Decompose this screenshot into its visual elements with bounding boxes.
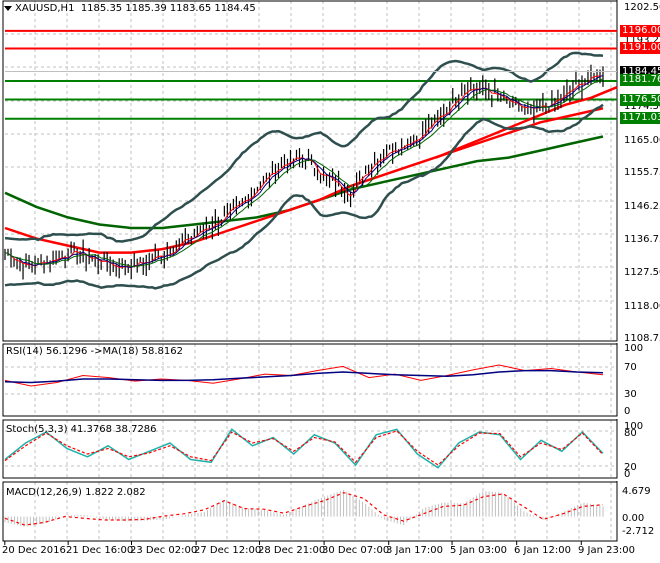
price-tick: 1118.00 bbox=[624, 301, 660, 312]
bollinger-upper bbox=[4, 51, 604, 243]
rsi-tick: 100 bbox=[624, 343, 644, 354]
time-label: 5 Jan 03:00 bbox=[450, 545, 507, 556]
rsi-line bbox=[4, 364, 604, 387]
rsi-tick: 0 bbox=[624, 406, 631, 417]
triangle-down-icon[interactable] bbox=[4, 5, 12, 11]
support-tag-1176: 1176.50 bbox=[620, 94, 660, 106]
stoch-main-line bbox=[4, 428, 604, 469]
resistance-tag-1196: 1196.00 bbox=[620, 25, 660, 37]
ma-slow-line bbox=[4, 135, 604, 230]
stoch-label: Stoch(5,3,3) 41.3768 38.7286 bbox=[6, 424, 157, 435]
ema-mid bbox=[4, 75, 604, 269]
time-label: 21 Dec 16:00 bbox=[66, 545, 134, 556]
price-tick: 1155.75 bbox=[624, 167, 660, 178]
resistance-tag-1191: 1191.00 bbox=[620, 42, 660, 54]
price-tick: 1165.00 bbox=[624, 135, 660, 146]
macd-tick: 4.679 bbox=[622, 486, 651, 497]
macd-label: MACD(12,26,9) 1.822 2.082 bbox=[6, 487, 146, 498]
stoch-tick: 20 bbox=[624, 462, 637, 473]
ohlc-values: 1185.35 1185.39 1183.65 1184.45 bbox=[80, 3, 256, 14]
support-tag-1171: 1171.03 bbox=[620, 112, 660, 124]
rsi-tick: 70 bbox=[624, 362, 637, 373]
time-label: 6 Jan 12:00 bbox=[514, 545, 571, 556]
price-tick: 1136.75 bbox=[624, 234, 660, 245]
price-tick: 1193.25 bbox=[624, 35, 660, 46]
macd-tick: 0.00 bbox=[622, 513, 645, 524]
ma-upper-line bbox=[435, 86, 618, 159]
support-tag-1181: 1181.76 bbox=[620, 74, 660, 86]
price-panel-border bbox=[2, 0, 618, 342]
stoch-tick: 100 bbox=[624, 421, 644, 432]
price-tick: 1174.50 bbox=[624, 101, 660, 112]
rsi-tick: 30 bbox=[624, 389, 637, 400]
macd-signal-line bbox=[4, 492, 604, 526]
time-label: 28 Dec 21:00 bbox=[258, 545, 326, 556]
bollinger-lower bbox=[4, 103, 604, 290]
time-label: 9 Jan 23:00 bbox=[578, 545, 635, 556]
time-label: 30 Dec 07:00 bbox=[322, 545, 390, 556]
time-label: 20 Dec 2016 bbox=[2, 545, 66, 556]
stoch-tick: 80 bbox=[624, 428, 637, 439]
time-label: 23 Dec 02:00 bbox=[130, 545, 198, 556]
chart-header: XAUUSD,H1 1185.35 1185.39 1183.65 1184.4… bbox=[4, 3, 256, 14]
price-tick: 1202.50 bbox=[624, 2, 660, 13]
rsi-label: RSI(14) 56.1296 ->MA(18) 58.8162 bbox=[6, 346, 183, 357]
time-label: 3 Jan 17:00 bbox=[386, 545, 443, 556]
price-tick: 1146.25 bbox=[624, 201, 660, 212]
macd-tick: -2.712 bbox=[622, 526, 655, 537]
stoch-signal-line bbox=[4, 430, 604, 466]
ema-slow bbox=[4, 78, 604, 268]
price-tick: 1127.50 bbox=[624, 267, 660, 278]
price-tick: 1108.75 bbox=[624, 333, 660, 344]
stoch-tick: 0 bbox=[624, 469, 631, 480]
symbol-label: XAUUSD,H1 bbox=[15, 3, 75, 14]
rsi-ma-line bbox=[4, 369, 604, 384]
time-label: 27 Dec 12:00 bbox=[194, 545, 262, 556]
